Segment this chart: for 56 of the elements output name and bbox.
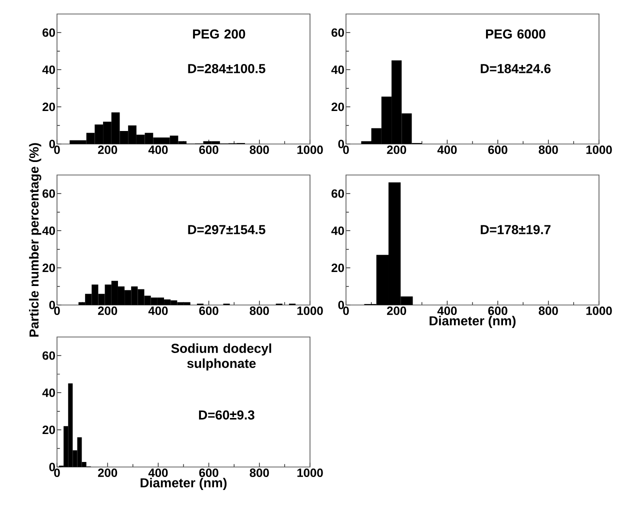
y-tick-label: 0 <box>49 140 55 148</box>
x-tick-label: 1000 <box>586 306 612 316</box>
y-tick-label: 20 <box>42 426 55 434</box>
y-tick-label: 20 <box>332 264 344 272</box>
x-axis-title: Diameter (nm) <box>140 478 227 490</box>
y-tick-label: 40 <box>42 226 55 235</box>
x-tick-label: 200 <box>98 306 118 316</box>
y-tick-label: 60 <box>332 28 344 37</box>
x-axis-title: Diameter (nm) <box>430 316 516 328</box>
x-tick-label: 600 <box>199 306 218 316</box>
x-tick-label: 1000 <box>297 146 323 154</box>
x-tick-label: 800 <box>250 306 269 316</box>
y-tick-label: 60 <box>42 28 55 37</box>
y-tick-label: 0 <box>49 300 55 310</box>
x-tick-label: 200 <box>98 468 118 478</box>
x-tick-label: 200 <box>387 306 406 316</box>
x-tick-label: 1000 <box>297 468 323 478</box>
x-tick-label: 600 <box>199 468 218 478</box>
x-tick-label: 800 <box>250 146 269 154</box>
annotation: D=178±19.7 <box>480 224 550 234</box>
x-tick-label: 1000 <box>586 146 612 154</box>
text: PEG 200 <box>193 29 246 39</box>
x-tick-label: 800 <box>250 468 269 478</box>
x-tick-label: 400 <box>148 306 168 316</box>
y-tick-label: 20 <box>332 102 344 112</box>
x-tick-label: 600 <box>199 146 218 154</box>
y-tick-label: 40 <box>331 226 344 235</box>
y-tick-label: 0 <box>338 300 344 310</box>
y-tick-label: 60 <box>42 351 55 360</box>
y-tick-label: 40 <box>42 65 55 74</box>
x-tick-label: 600 <box>488 146 508 154</box>
x-tick-label: 200 <box>387 146 406 154</box>
y-tick-label: 40 <box>331 65 344 74</box>
y-tick-label: 0 <box>338 140 344 148</box>
x-tick-label: 200 <box>98 146 118 154</box>
annotation: D=60±9.3 <box>199 410 254 420</box>
y-axis-title: Particle number percentage (%) <box>29 143 42 337</box>
y-tick-label: 20 <box>42 102 55 112</box>
x-tick-label: 800 <box>538 146 558 154</box>
y-tick-label: 60 <box>42 189 55 198</box>
x-tick-label: 1000 <box>297 306 323 316</box>
y-tick-label: 0 <box>49 462 55 472</box>
text: PEG 6000 <box>486 29 546 39</box>
y-tick-label: 40 <box>42 388 55 397</box>
annotation: D=297±154.5 <box>188 224 266 234</box>
x-tick-label: 400 <box>148 468 168 478</box>
y-tick-label: 20 <box>42 264 55 272</box>
text: Sodium dodecyl sulphonate <box>171 343 272 371</box>
x-tick-label: 400 <box>437 306 457 316</box>
annotation: D=184±24.6 <box>480 64 551 74</box>
x-tick-label: 400 <box>148 146 168 154</box>
y-tick-label: 60 <box>332 189 344 198</box>
x-tick-label: 800 <box>538 306 558 316</box>
annotation: D=284±100.5 <box>188 64 266 74</box>
x-tick-label: 600 <box>488 306 508 316</box>
x-tick-label: 400 <box>437 146 457 154</box>
